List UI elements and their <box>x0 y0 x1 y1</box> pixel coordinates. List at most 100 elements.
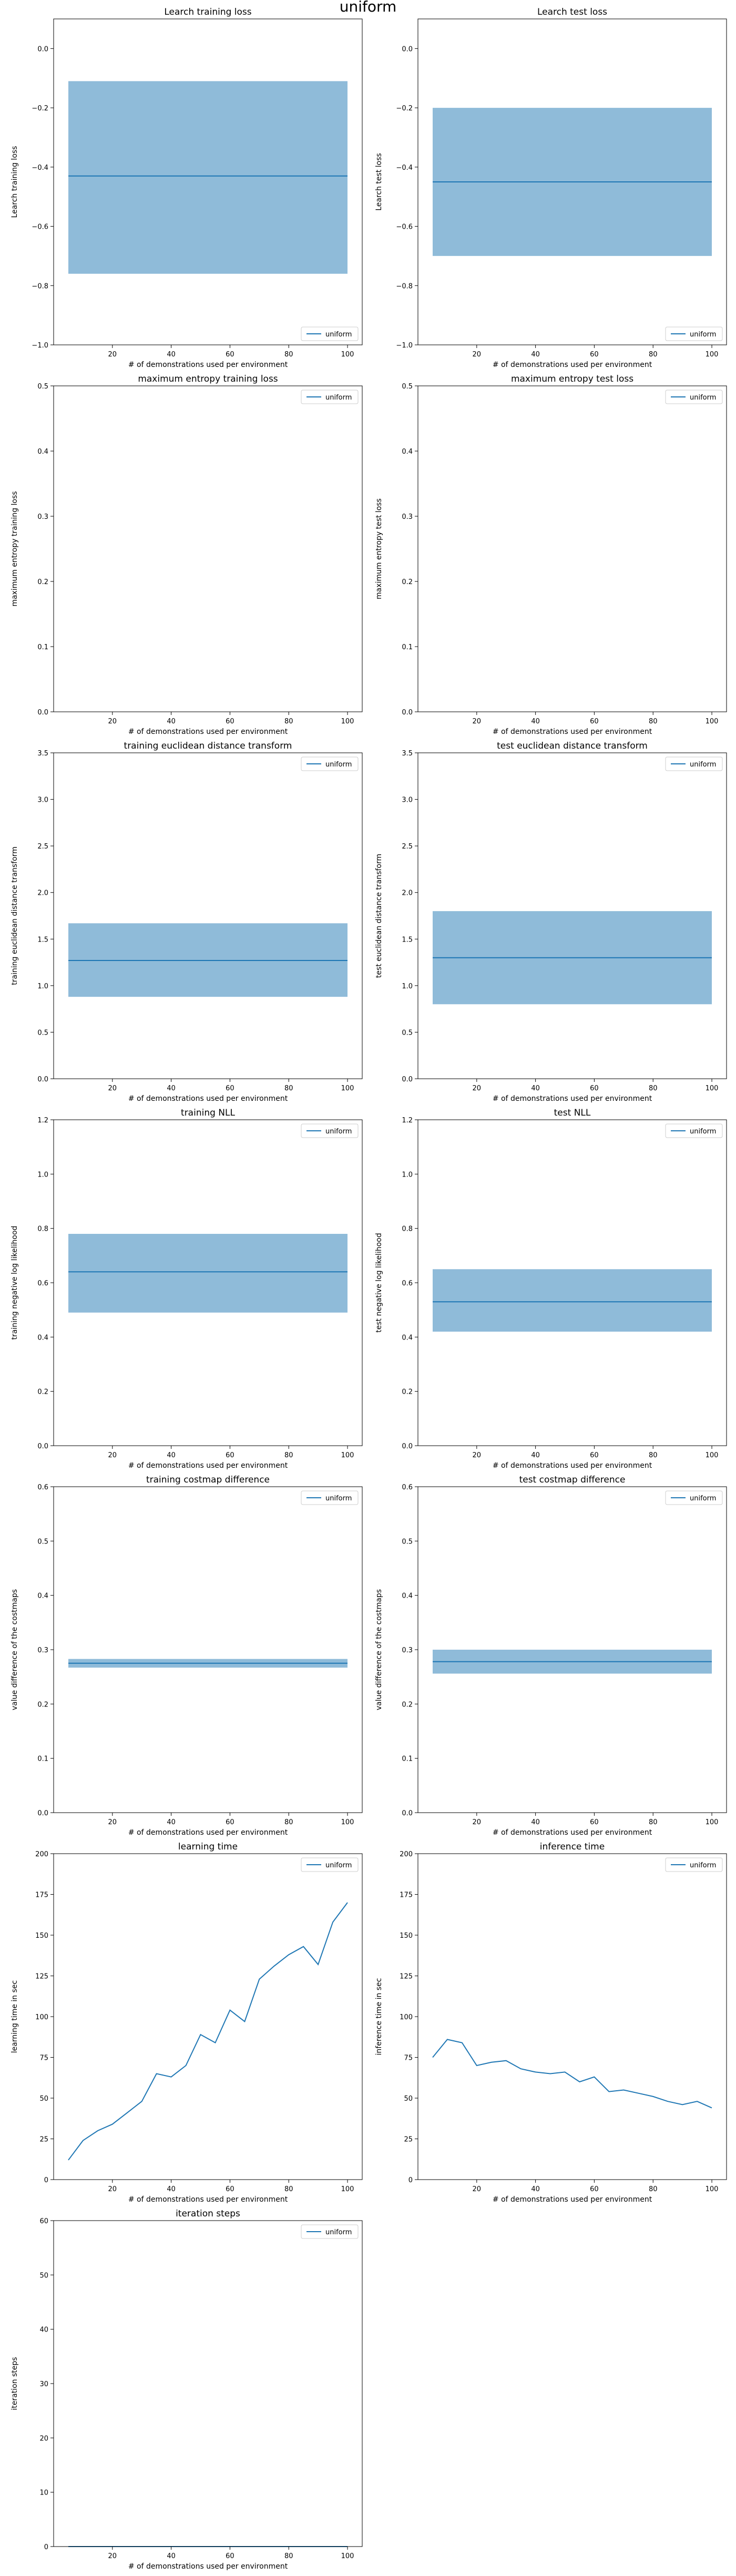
y-tick-label: −0.4 <box>32 164 48 172</box>
x-tick-label: 60 <box>226 1818 234 1826</box>
x-tick-label: 80 <box>649 1451 658 1459</box>
x-tick-label: 20 <box>473 1451 482 1459</box>
chart-title: learning time <box>178 1842 238 1852</box>
legend-box <box>665 757 723 771</box>
chart-panel: Learch training loss 20 40 60 80 100 −1.0 −0.8 −… <box>11 7 363 369</box>
x-tick-label: 100 <box>706 1451 719 1459</box>
y-tick-label: 0.5 <box>402 383 413 391</box>
x-axis-label: # of demonstrations used per environment <box>493 1828 652 1837</box>
y-axis-label: training negative log likelihood <box>11 1226 19 1340</box>
y-tick-label: 100 <box>400 2013 413 2021</box>
y-tick-label: 0.0 <box>37 1443 48 1450</box>
y-axis-label: test euclidean distance transform <box>375 854 383 978</box>
y-axis-label: training euclidean distance transform <box>11 846 19 985</box>
legend-label: uniform <box>325 1862 352 1869</box>
y-tick-label: 25 <box>39 2136 48 2144</box>
y-tick-label: 200 <box>400 1851 413 1858</box>
y-tick-label: 1.0 <box>402 1171 413 1179</box>
y-tick-label: 0.8 <box>37 1225 48 1233</box>
y-tick-label: 0.4 <box>402 1334 413 1342</box>
y-tick-label: 30 <box>39 2380 48 2388</box>
x-tick-label: 20 <box>108 1818 117 1826</box>
y-tick-label: 0.0 <box>37 1810 48 1817</box>
y-tick-label: 0.5 <box>402 1538 413 1546</box>
chart-title: Learch test loss <box>537 7 607 17</box>
x-axis-label: # of demonstrations used per environment <box>128 2562 288 2571</box>
legend-box <box>665 1490 723 1505</box>
y-tick-label: 0.2 <box>37 1388 48 1396</box>
x-tick-label: 60 <box>590 2185 599 2193</box>
x-tick-label: 80 <box>284 1451 293 1459</box>
legend-box <box>665 1123 723 1138</box>
chart-title: Learch training loss <box>164 7 251 17</box>
legend-box <box>301 2224 359 2239</box>
y-axis-label: iteration steps <box>11 2357 19 2410</box>
legend-label: uniform <box>325 1128 352 1136</box>
y-tick-label: 0 <box>44 2543 48 2551</box>
y-tick-label: 0.5 <box>37 1538 48 1546</box>
x-tick-label: 60 <box>590 1818 599 1826</box>
legend-box <box>301 757 359 771</box>
y-tick-label: 75 <box>39 2054 48 2062</box>
confidence-band <box>433 1269 712 1332</box>
x-tick-label: 100 <box>341 718 354 725</box>
y-tick-label: 1.5 <box>402 936 413 944</box>
x-tick-label: 40 <box>531 718 540 725</box>
chart-panel: iteration steps 20 40 60 80 100 0 10 20 30 40 50 60 #… <box>11 2209 363 2571</box>
y-tick-label: 0.4 <box>402 1592 413 1600</box>
y-tick-label: 0.0 <box>402 45 413 53</box>
axes-frame <box>53 752 363 1079</box>
x-tick-label: 40 <box>531 1451 540 1459</box>
y-tick-label: 3.5 <box>37 750 48 758</box>
x-tick-label: 40 <box>531 351 540 359</box>
legend-box <box>665 1857 723 1872</box>
chart-title: test costmap difference <box>519 1475 626 1485</box>
y-tick-label: 0.5 <box>37 1029 48 1037</box>
x-tick-label: 80 <box>284 718 293 725</box>
y-tick-label: 0.0 <box>402 1076 413 1083</box>
x-tick-label: 40 <box>167 2185 176 2193</box>
chart-panel: training euclidean distance transform 20 4… <box>11 741 363 1103</box>
y-tick-label: 0.2 <box>402 1388 413 1396</box>
y-tick-label: 0.6 <box>37 1280 48 1287</box>
axes-frame <box>417 385 727 712</box>
x-tick-label: 40 <box>531 1085 540 1092</box>
y-tick-label: −0.4 <box>396 164 413 172</box>
y-axis-label: value difference of the costmaps <box>375 1589 383 1710</box>
chart-title: training euclidean distance transform <box>124 741 292 751</box>
x-tick-label: 80 <box>649 2185 658 2193</box>
y-tick-label: 50 <box>404 2095 413 2103</box>
y-tick-label: −0.8 <box>32 282 48 290</box>
x-tick-label: 60 <box>226 1451 234 1459</box>
confidence-band <box>68 81 347 274</box>
x-tick-label: 40 <box>531 1818 540 1826</box>
y-tick-label: 25 <box>404 2136 413 2144</box>
y-tick-label: 125 <box>400 1973 413 1981</box>
x-tick-label: 80 <box>284 1085 293 1092</box>
y-tick-label: 0.4 <box>37 1334 48 1342</box>
x-tick-label: 60 <box>226 1085 234 1092</box>
chart-title: maximum entropy test loss <box>511 374 633 384</box>
x-axis-label: # of demonstrations used per environment <box>493 2195 652 2204</box>
y-tick-label: 200 <box>35 1851 48 1858</box>
y-tick-label: 0.0 <box>402 1443 413 1450</box>
x-tick-label: 20 <box>108 351 117 359</box>
y-tick-label: 3.0 <box>402 796 413 804</box>
x-tick-label: 40 <box>167 1818 176 1826</box>
axes-frame <box>417 18 727 345</box>
legend-box <box>301 1123 359 1138</box>
x-tick-label: 60 <box>226 718 234 725</box>
x-tick-label: 40 <box>167 1085 176 1092</box>
x-tick-label: 80 <box>649 718 658 725</box>
y-tick-label: 50 <box>39 2095 48 2103</box>
x-tick-label: 20 <box>108 2185 117 2193</box>
y-tick-label: 0.3 <box>37 1647 48 1654</box>
y-axis-label: Learch training loss <box>11 146 19 218</box>
y-tick-label: −0.8 <box>396 282 413 290</box>
y-tick-label: 0.8 <box>402 1225 413 1233</box>
y-tick-label: 0.0 <box>37 45 48 53</box>
x-tick-label: 100 <box>341 1085 354 1092</box>
chart-title: test euclidean distance transform <box>497 741 648 751</box>
